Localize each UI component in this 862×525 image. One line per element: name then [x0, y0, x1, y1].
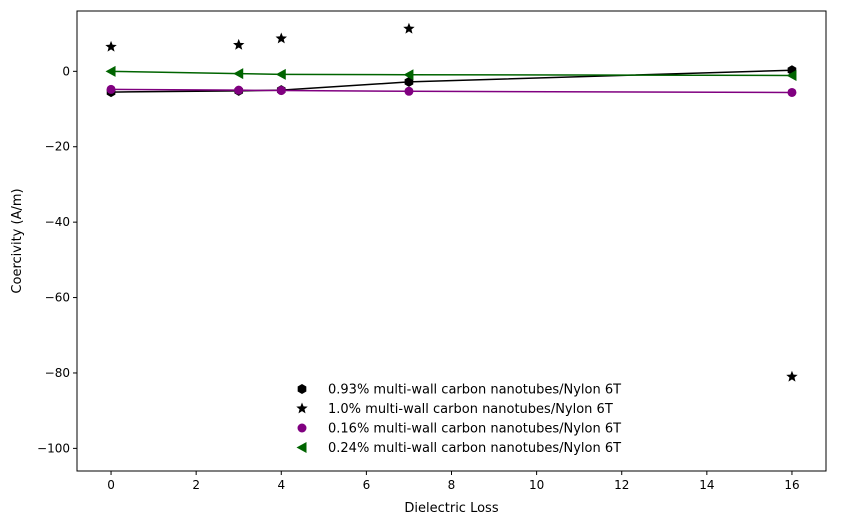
data-point [275, 68, 286, 80]
legend-item: 0.16% multi-wall carbon nanotubes/Nylon … [297, 422, 621, 437]
data-point [105, 40, 117, 52]
data-point [275, 32, 287, 44]
data-point [105, 65, 116, 77]
data-point [786, 370, 798, 382]
data-point [786, 69, 797, 81]
x-tick-label: 8 [448, 478, 456, 492]
y-tick-label: −60 [45, 291, 70, 305]
x-tick-label: 10 [529, 478, 544, 492]
data-point [106, 84, 116, 94]
legend-item: 0.93% multi-wall carbon nanotubes/Nylon … [297, 383, 621, 398]
legend-marker [296, 442, 307, 453]
legend-marker [297, 423, 307, 433]
legend-item: 1.0% multi-wall carbon nanotubes/Nylon 6… [296, 402, 613, 417]
ticks-layer: 0 2 4 6 8 10 12 14 16 0 −20 −40 −60 −80 −100 [37, 64, 800, 492]
y-tick-label: −100 [37, 441, 70, 455]
y-tick-label: 0 [62, 64, 70, 78]
series-1 [105, 22, 798, 382]
data-point [404, 86, 414, 96]
data-point [233, 68, 244, 80]
x-tick-label: 16 [784, 478, 799, 492]
legend-label: 0.93% multi-wall carbon nanotubes/Nylon … [328, 383, 621, 398]
data-point [234, 85, 244, 95]
y-tick-label: −80 [45, 366, 70, 380]
legend-label: 0.24% multi-wall carbon nanotubes/Nylon … [328, 441, 621, 456]
data-point [403, 69, 414, 81]
legend-marker [297, 384, 307, 394]
legend: 0.93% multi-wall carbon nanotubes/Nylon … [296, 383, 621, 456]
legend-label: 1.0% multi-wall carbon nanotubes/Nylon 6… [328, 402, 613, 417]
legend-marker [296, 402, 308, 414]
legend-item: 0.24% multi-wall carbon nanotubes/Nylon … [296, 441, 621, 456]
data-point [233, 38, 245, 50]
y-tick-label: −20 [45, 140, 70, 154]
series-layer [105, 22, 798, 382]
series-2 [106, 84, 797, 97]
data-point [276, 86, 286, 96]
x-tick-label: 0 [107, 478, 115, 492]
x-tick-label: 4 [277, 478, 285, 492]
legend-label: 0.16% multi-wall carbon nanotubes/Nylon … [328, 422, 621, 437]
x-tick-label: 12 [614, 478, 629, 492]
x-tick-label: 14 [699, 478, 714, 492]
y-axis-label: Coercivity (A/m) [10, 188, 25, 293]
series-3 [105, 65, 797, 81]
x-tick-label: 2 [192, 478, 200, 492]
x-axis-label: Dielectric Loss [404, 501, 498, 516]
data-point [404, 76, 414, 87]
data-point [787, 87, 797, 97]
x-tick-label: 6 [363, 478, 371, 492]
y-tick-label: −40 [45, 215, 70, 229]
data-point [403, 22, 415, 34]
